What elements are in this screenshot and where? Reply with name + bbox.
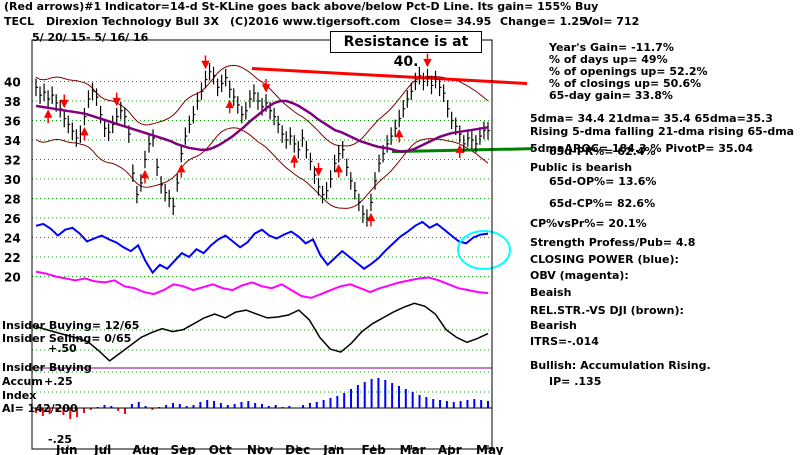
stat-line: 5dma= 34.4 21dma= 35.4 65dma=35.3 [530, 112, 773, 125]
y-tick-label: 38 [4, 95, 21, 109]
buy-arrow-icon [455, 144, 464, 159]
month-label: Feb [361, 443, 386, 455]
stat-line: % of days up= 49% [549, 53, 668, 66]
resistance-line [251, 67, 528, 85]
month-label: Sep [171, 443, 197, 455]
y-tick-label: 28 [4, 193, 21, 207]
buy-arrow-icon [366, 212, 376, 227]
bollinger-bands [35, 64, 489, 209]
header-close: Close= 34.95 [410, 15, 492, 28]
chart-frame [31, 39, 493, 450]
header-copyright: (C)2016 www.tigersoft.com [230, 15, 401, 28]
relstr-line [35, 302, 489, 362]
buy-arrow-icon [140, 169, 150, 184]
stat-line: Rising 5-dma falling 21-dma rising 65-dm… [530, 125, 795, 138]
insider-buying-ratio: Insider Buying= 12/65 [2, 319, 140, 332]
minus25-label: -.25 [48, 433, 73, 446]
month-label: Aug [132, 443, 158, 455]
stat-line: 5dmaAROC= 184.3 % PivotP= 35.04 [530, 142, 754, 155]
ai-label: AI= 142/200 [2, 402, 78, 415]
stat-line: 65d-OP%= 13.6% [549, 175, 657, 188]
insider-buying-label: Insider Buying [2, 361, 92, 374]
header-volume: Vol= 712 [584, 15, 640, 28]
month-label: Apr [438, 443, 462, 455]
sell-arrow-icon [201, 55, 210, 70]
buy-arrow-icon [395, 128, 404, 143]
y-tick-label: 30 [4, 173, 21, 187]
stat-line: REL.STR.-VS DJI (brown): [530, 304, 684, 317]
stat-line: CLOSING POWER (blue): [530, 253, 679, 266]
y-tick-label: 24 [4, 232, 21, 246]
plus25-label: +.25 [44, 375, 73, 388]
ma65-line [35, 99, 489, 153]
month-label: Mar [400, 443, 426, 455]
accum-label: Accum [2, 375, 43, 388]
month-label: Dec [285, 443, 310, 455]
sell-arrow-icon [261, 78, 271, 93]
y-tick-label: 36 [4, 115, 21, 129]
y-tick-label: 26 [4, 212, 21, 226]
stat-line: IP= .135 [549, 375, 602, 388]
lower-indicators [32, 367, 492, 419]
sell-arrow-icon [112, 92, 121, 107]
stat-line: CP%vsPr%= 20.1% [530, 217, 647, 230]
buy-arrow-icon [334, 163, 343, 178]
stat-line: ITRS=-.014 [530, 335, 599, 348]
month-label: May [476, 443, 504, 455]
upper-band [35, 64, 489, 147]
obv-line [35, 270, 489, 299]
axis-labels: 40 38 36 34 32 30 28 26 24 22 20 Jun Jul Aug Sep Oct Nov… [4, 76, 504, 455]
y-tick-label: 22 [4, 251, 21, 265]
stat-line: 65d-CP%= 82.6% [549, 197, 656, 210]
stat-line: Year's Gain= -11.7% [549, 41, 674, 54]
buy-arrow-icon [177, 163, 186, 178]
insider-selling-ratio: Insider Selling= 0/65 [2, 332, 132, 345]
stat-line: Bullish: Accumulation Rising. [530, 359, 711, 372]
stat-line: Strength Profess/Pub= 4.8 [530, 236, 696, 249]
y-tick-label: 20 [4, 271, 21, 285]
stat-line: Bearish [530, 319, 577, 332]
highlight-circle [457, 230, 511, 270]
index-label: Index [2, 389, 37, 402]
buy-arrow-icon [225, 99, 234, 114]
resistance-label: Resistance is at 40. [330, 31, 482, 70]
header-change: Change= 1.25 [500, 15, 587, 28]
plus50-label: +.50 [48, 342, 77, 355]
header-symbol: TECL [4, 15, 35, 28]
sell-arrow-icon [314, 162, 323, 177]
stat-line: 65-day gain= 33.8% [549, 89, 673, 102]
header-line1: (Red arrows)#1 Indicator=14-d St-KLine g… [4, 0, 599, 13]
month-label: Nov [247, 443, 273, 455]
stat-line: OBV (magenta): [530, 269, 629, 282]
stat-line: % of openings up= 52.2% [549, 65, 708, 78]
sell-arrow-icon [423, 53, 432, 68]
date-range: 5/ 20/ 15- 5/ 16/ 16 [32, 31, 149, 44]
month-label: Oct [209, 443, 232, 455]
axes [31, 39, 493, 450]
buy-arrow-icon [80, 126, 89, 141]
buy-arrow-icon [290, 154, 299, 168]
stat-line: Public is bearish [530, 161, 633, 174]
stat-line: % of closings up= 50.6% [549, 77, 702, 90]
month-label: Jun [55, 443, 78, 455]
price-series [35, 53, 534, 362]
stat-line: 65d-PR%= 62.4% [549, 145, 656, 158]
stat-line: Beaish [530, 286, 572, 299]
header-company: Direxion Technology Bull 3X [46, 15, 220, 28]
buy-arrow-icon [43, 109, 53, 124]
y-tick-label: 32 [4, 154, 21, 168]
y-tick-label: 34 [4, 134, 21, 148]
closing-power-line [35, 220, 489, 275]
lower-band [35, 127, 489, 209]
month-label: Jul [93, 443, 111, 455]
sell-arrow-icon [60, 94, 69, 109]
month-label: Jan [322, 443, 344, 455]
y-tick-label: 40 [4, 76, 21, 90]
